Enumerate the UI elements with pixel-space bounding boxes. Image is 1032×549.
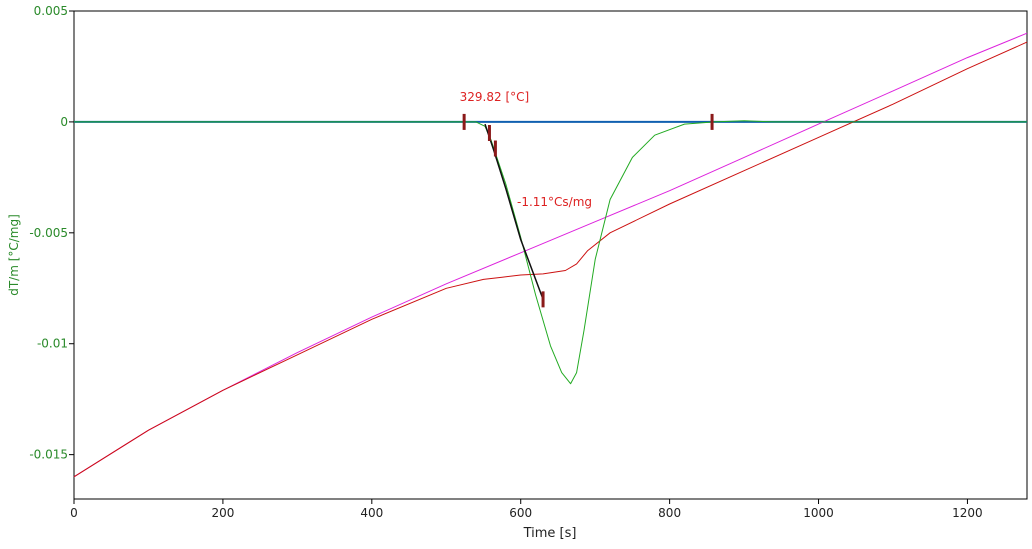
event-marker [487, 125, 491, 141]
x-tick-label: 1000 [803, 506, 834, 520]
event-marker [710, 113, 714, 130]
event-marker [462, 113, 466, 130]
x-tick-label: 0 [70, 506, 78, 520]
y-tick-label: 0 [60, 115, 68, 129]
event-marker [541, 291, 545, 308]
x-tick-label: 1200 [952, 506, 983, 520]
annotation-label: -1.11°Cs/mg [517, 195, 592, 209]
marker-layer [462, 113, 714, 308]
annotation-layer: 329.82 [°C] -1.11°Cs/mg [460, 90, 592, 209]
series-line-3 [73, 41, 1028, 478]
series-layer [73, 32, 1028, 478]
x-tick-label: 600 [509, 506, 532, 520]
annotation-label: 329.82 [°C] [460, 90, 530, 104]
y-axis: 0.005 0 -0.005 -0.01 -0.015 [29, 4, 74, 462]
x-axis-label: Time [s] [523, 526, 577, 541]
series-line-2 [73, 32, 1028, 478]
y-tick-label: -0.005 [29, 226, 68, 240]
x-axis: 0 200 400 600 800 1000 1200 [70, 499, 983, 520]
y-tick-label: 0.005 [34, 4, 68, 18]
x-tick-label: 400 [360, 506, 383, 520]
y-axis-label: dT/m [°C/mg] [7, 214, 21, 296]
plot-frame [73, 10, 1028, 500]
y-tick-label: -0.015 [29, 448, 68, 462]
event-marker [493, 140, 497, 157]
series-line-4 [74, 120, 1027, 385]
x-tick-label: 800 [658, 506, 681, 520]
x-tick-label: 200 [211, 506, 234, 520]
y-tick-label: -0.01 [37, 337, 68, 351]
